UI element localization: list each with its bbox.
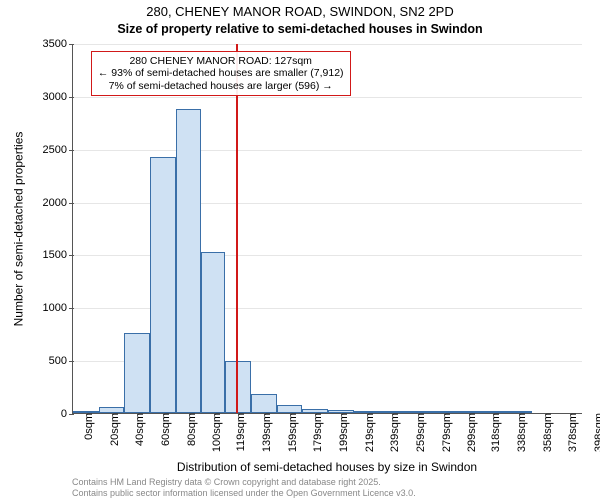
histogram-bar (176, 109, 202, 413)
x-tick-label: 159sqm (281, 413, 299, 452)
reference-line (236, 44, 238, 413)
y-tick-label: 500 (49, 355, 73, 367)
x-tick-label: 100sqm (205, 413, 223, 452)
x-tick-label: 60sqm (154, 413, 172, 446)
x-tick-label: 299sqm (460, 413, 478, 452)
annotation-line: 7% of semi-detached houses are larger (5… (98, 80, 344, 93)
x-tick-label: 139sqm (255, 413, 273, 452)
x-axis-label: Distribution of semi-detached houses by … (72, 460, 582, 474)
x-tick-label: 80sqm (180, 413, 198, 446)
x-tick-label: 119sqm (229, 413, 247, 451)
gridline (73, 44, 582, 45)
x-tick-label: 398sqm (587, 413, 600, 452)
histogram-bar (201, 252, 225, 413)
property-size-chart: 280, CHENEY MANOR ROAD, SWINDON, SN2 2PD… (0, 0, 600, 500)
y-axis-label: Number of semi-detached properties (10, 44, 26, 414)
annotation-line: 280 CHENEY MANOR ROAD: 127sqm (98, 55, 344, 68)
y-tick-label: 2500 (43, 144, 73, 156)
x-tick-label: 20sqm (103, 413, 121, 446)
x-tick-label: 0sqm (77, 413, 95, 440)
y-tick-label: 3000 (43, 91, 73, 103)
y-tick-label: 1000 (43, 302, 73, 314)
x-tick-label: 338sqm (510, 413, 528, 452)
gridline (73, 150, 582, 151)
plot-area: 05001000150020002500300035000sqm20sqm40s… (72, 44, 582, 414)
annotation-box: 280 CHENEY MANOR ROAD: 127sqm← 93% of se… (91, 51, 351, 97)
x-tick-label: 378sqm (561, 413, 579, 452)
x-tick-label: 199sqm (332, 413, 350, 452)
chart-title-main: 280, CHENEY MANOR ROAD, SWINDON, SN2 2PD (0, 4, 600, 19)
x-tick-label: 179sqm (306, 413, 324, 452)
chart-credits: Contains HM Land Registry data © Crown c… (72, 477, 416, 498)
y-tick-label: 1500 (43, 249, 73, 261)
histogram-bar (251, 394, 277, 413)
chart-title-sub: Size of property relative to semi-detach… (0, 22, 600, 36)
histogram-bar (150, 157, 176, 413)
histogram-bar (225, 361, 251, 413)
histogram-bar (277, 405, 303, 413)
x-tick-label: 259sqm (409, 413, 427, 452)
y-tick-label: 3500 (43, 38, 73, 50)
x-tick-label: 318sqm (484, 413, 502, 452)
annotation-line: ← 93% of semi-detached houses are smalle… (98, 67, 344, 80)
x-tick-label: 279sqm (435, 413, 453, 452)
x-tick-label: 219sqm (358, 413, 376, 452)
credits-line-2: Contains public sector information licen… (72, 488, 416, 498)
x-tick-label: 239sqm (383, 413, 401, 452)
gridline (73, 97, 582, 98)
y-tick-label: 0 (61, 408, 73, 420)
x-tick-label: 358sqm (536, 413, 554, 452)
x-tick-label: 40sqm (128, 413, 146, 446)
histogram-bar (124, 333, 150, 413)
credits-line-1: Contains HM Land Registry data © Crown c… (72, 477, 416, 487)
y-tick-label: 2000 (43, 197, 73, 209)
